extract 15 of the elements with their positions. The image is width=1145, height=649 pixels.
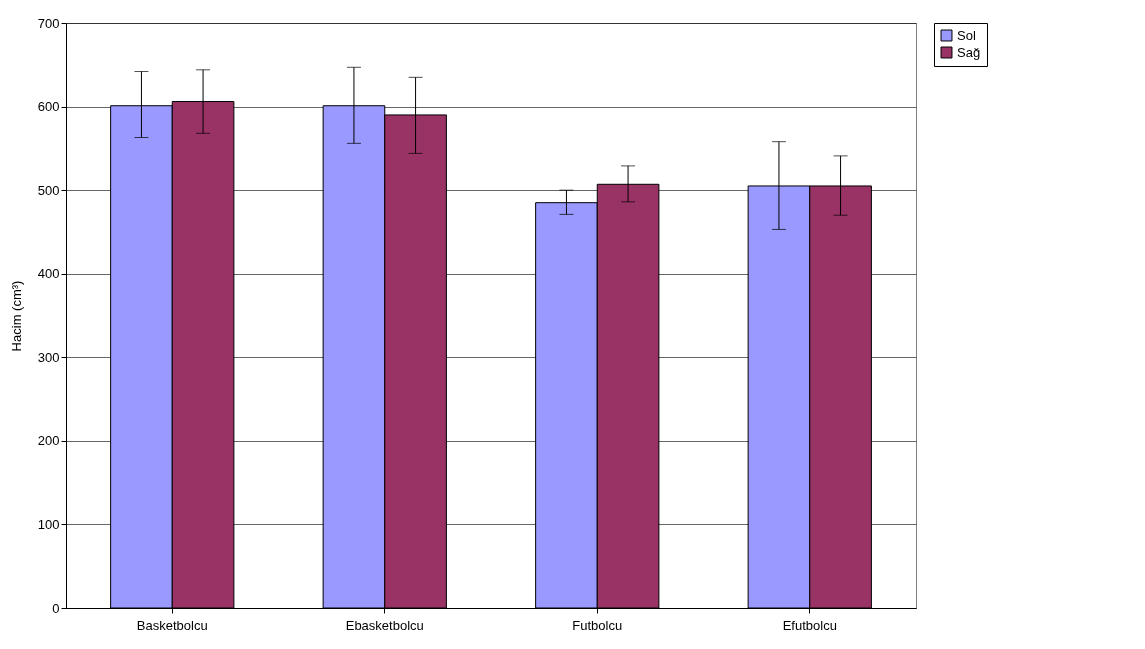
y-tick-label: 600 xyxy=(37,99,60,115)
x-tick-label: Futbolcu xyxy=(572,617,623,633)
y-axis-title: Hacim (cm³) xyxy=(8,280,24,352)
y-tick-label: 700 xyxy=(37,15,60,31)
y-tick-label: 100 xyxy=(37,516,60,532)
legend-label: Sol xyxy=(957,27,976,43)
y-tick-label: 0 xyxy=(52,600,60,616)
legend-label: Sağ xyxy=(957,44,981,60)
x-tick-label: Efutbolcu xyxy=(782,617,837,633)
y-tick-label: 300 xyxy=(37,349,60,365)
y-tick-label: 200 xyxy=(37,433,60,449)
y-tick-label: 400 xyxy=(37,266,60,282)
x-tick-label: Ebasketbolcu xyxy=(345,617,424,633)
x-tick-label: Basketbolcu xyxy=(136,617,208,633)
y-tick-label: 500 xyxy=(37,182,60,198)
